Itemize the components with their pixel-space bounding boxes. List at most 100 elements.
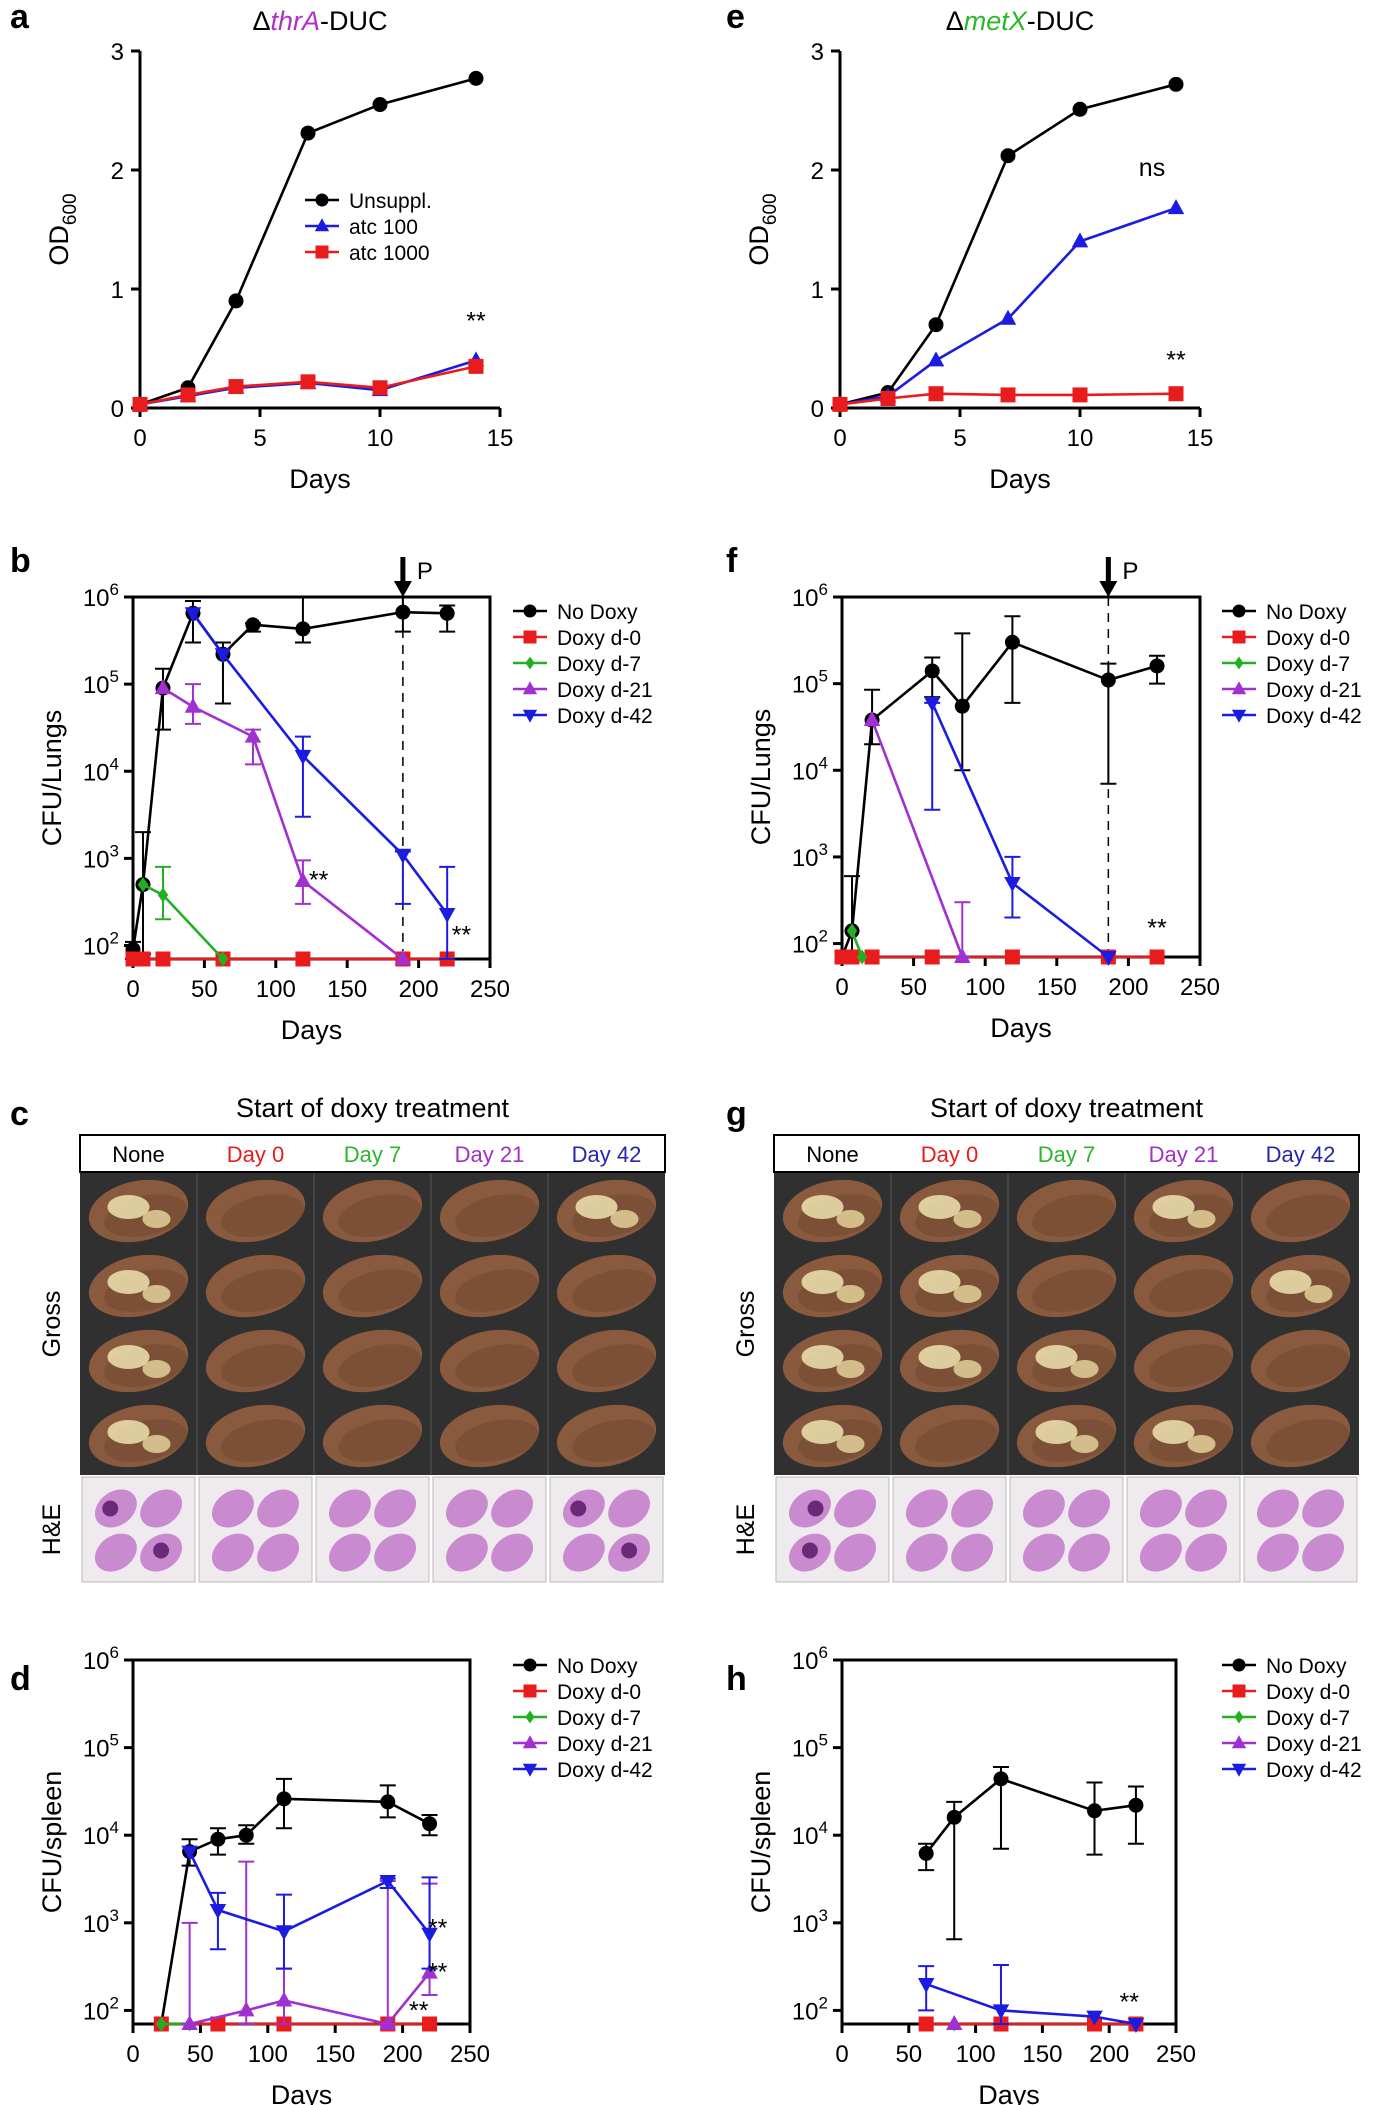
y-tick-label: 3 [111,39,124,66]
data-point [421,1927,438,1943]
he-section [1126,1476,1241,1583]
lung-photo [322,1329,423,1393]
lung-photo [1250,1254,1351,1318]
y-tick-label: 105 [83,1731,119,1763]
legend-entry: Doxy d-42 [1222,1759,1362,1782]
y-tick-label: 105 [792,1731,828,1763]
data-point [946,1809,962,1825]
data-point [999,309,1017,325]
data-point [210,2016,226,2032]
x-axis-label: Days [281,1015,343,1045]
data-point [244,727,262,743]
data-point [294,871,312,887]
panel-letter-h: h [726,1660,747,1698]
series-atc-1000 [132,358,484,412]
data-point [372,380,388,396]
legend-label: atc 100 [349,216,418,239]
panel-letter-f: f [726,542,738,580]
column-header: Day 42 [572,1142,642,1167]
chart-e: 0 5 10 15 0 1 2 3 Days OD600 ΔmetX-DUC ns ** [744,6,1213,494]
legend-label: Doxy d-21 [1266,1733,1362,1756]
lung-photo [322,1179,423,1243]
data-point [1100,951,1117,966]
panel-letter-c: c [10,1095,29,1133]
x-tick-label: 150 [1022,2041,1062,2068]
y-tick-label: 2 [111,158,124,185]
data-point [844,949,860,965]
data-point [1149,658,1165,674]
x-axis-label: Days [989,464,1051,494]
arrow-head [393,581,412,597]
data-point [154,679,172,695]
data-point [295,951,311,967]
lung-photo [439,1404,540,1468]
x-tick-label: 50 [895,2041,922,2068]
y-tick-label: 105 [83,667,119,699]
he-section [432,1476,547,1583]
column-header: None [806,1142,859,1167]
x-tick-label: 250 [470,976,510,1003]
plot-frame [840,1658,1178,2026]
lung-photo [205,1254,306,1318]
data-point [372,97,388,113]
y-tick-label: 104 [792,753,828,785]
series-doxy-d-42 [917,1964,1145,2033]
x-tick-label: 250 [450,2041,490,2068]
series-doxy-d-21 [154,679,412,965]
series-doxy-d-7 [137,865,229,967]
legend-label: Doxy d-0 [557,627,641,650]
data-point [1127,2018,1145,2033]
chart-h: 0 50 100 150 200 250 102 103 104 105 106 Days CFU/sp… [746,1643,1362,2105]
legend-label: No Doxy [557,1655,638,1678]
series-no-doxy [834,615,1166,965]
x-tick-label: 150 [327,976,367,1003]
data-point [1168,76,1184,92]
he-section [892,1476,1007,1583]
significance-annotation: ** [452,922,472,950]
header-row [79,1134,666,1173]
significance-annotation: ** [428,1958,448,1986]
data-point [294,749,312,765]
data-point [1004,877,1021,893]
lung-photo [1133,1329,1234,1393]
significance-annotation: ** [409,1997,429,2025]
data-point [217,951,229,967]
data-point [1087,1803,1103,1819]
legend-entry: Doxy d-42 [1222,705,1362,728]
series-line [131,610,448,950]
lung-photo [1016,1404,1117,1468]
x-tick-label: 0 [835,2041,848,2068]
data-point [1168,386,1184,402]
plot-frame [840,595,1202,959]
significance-annotation: ** [466,307,486,335]
panel-letter-d: d [10,1660,31,1698]
y-tick-label: 1 [811,277,824,304]
x-tick-label: 10 [1067,425,1094,452]
image-panel-g: Start of doxy treatment None Day 0 Day 7 Day… [732,1093,1360,1583]
data-point [954,948,971,963]
panel-letter-b: b [10,542,31,580]
series-black [832,76,1184,412]
x-axis-label: Days [978,2080,1040,2105]
data-point [1000,387,1016,403]
lung-photo [439,1254,540,1318]
y-tick-label: 106 [83,580,119,612]
y-tick-label: 102 [792,1993,828,2025]
lung-photo [1016,1254,1117,1318]
data-point [992,2004,1010,2020]
series-doxy-d-42 [923,696,1117,966]
lung-photo [782,1179,883,1243]
data-point [846,923,858,939]
x-tick-label: 50 [187,2041,214,2068]
x-tick-label: 0 [133,425,146,452]
series-no-doxy [918,1766,1144,1941]
series-doxy-d-21 [863,711,971,963]
series-line [840,640,1158,958]
legend-label: Doxy d-7 [557,1707,641,1730]
significance-annotation: ** [428,1914,448,1942]
x-tick-label: 100 [256,976,296,1003]
x-tick-label: 100 [956,2041,996,2068]
x-tick-label: 200 [383,2041,423,2068]
lung-photo [1133,1254,1234,1318]
